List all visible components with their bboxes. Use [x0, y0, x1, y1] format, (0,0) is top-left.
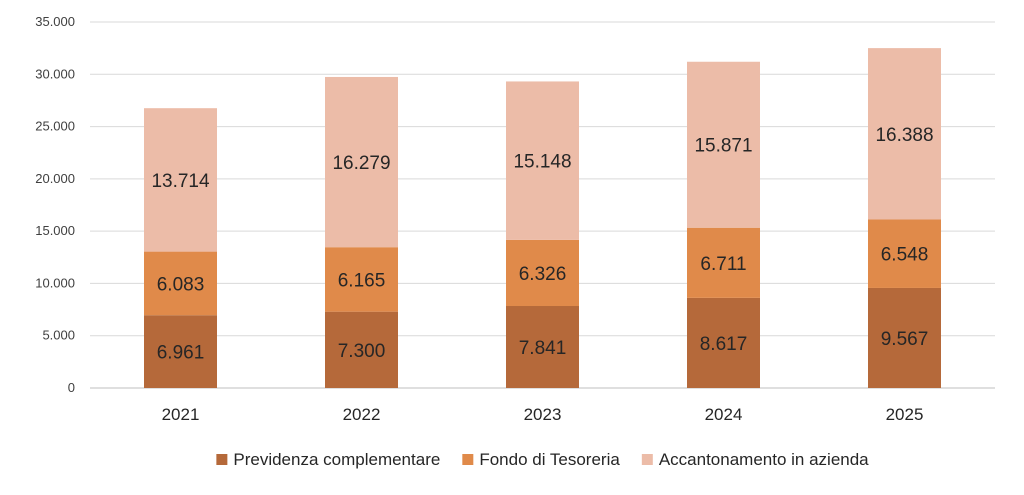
data-label: 16.388: [875, 125, 933, 146]
y-tick-label: 15.000: [35, 223, 75, 238]
y-tick-label: 20.000: [35, 171, 75, 186]
bar-segment: [506, 81, 579, 240]
data-label: 6.548: [881, 245, 929, 266]
x-axis-tick-labels: 2021 2022 2023 2024 2025: [162, 405, 924, 424]
data-label: 6.326: [519, 264, 567, 285]
legend-item: Previdenza complementare: [216, 450, 440, 469]
bar-segment: [506, 239, 579, 307]
bar-segment: [687, 297, 760, 388]
y-axis-tick-labels: 0 5.000 10.000 15.000 20.000 25.000 30.000 35.0…: [35, 14, 75, 395]
legend-swatch: [641, 454, 653, 465]
y-tick-label: 35.000: [35, 14, 75, 29]
bar-segment: [144, 108, 217, 252]
y-tick-label: 10.000: [35, 275, 75, 290]
legend-swatch: [216, 454, 228, 465]
legend-item: Accantonamento in azienda: [641, 450, 869, 469]
data-label: 8.617: [700, 334, 748, 355]
bar-segment: [325, 311, 398, 388]
data-label: 13.714: [151, 171, 210, 192]
data-label: 6.711: [700, 254, 746, 275]
x-tick-label: 2024: [705, 405, 743, 424]
bar-segment: [506, 306, 579, 388]
bar-segment: [325, 76, 398, 248]
x-tick-label: 2021: [162, 405, 200, 424]
data-label: 7.300: [338, 341, 386, 362]
legend-swatch: [462, 454, 474, 465]
legend-label: Previdenza complementare: [233, 450, 440, 469]
data-label: 15.871: [694, 136, 752, 157]
bar-segment: [144, 315, 217, 388]
bar-segment: [687, 227, 760, 298]
bar-segment: [687, 61, 760, 228]
data-labels: 6.961 6.083 13.714 7.300 6.165 16.279 7.841 6.3…: [151, 125, 933, 364]
data-label: 6.165: [338, 270, 386, 291]
y-tick-label: 25.000: [35, 119, 75, 134]
legend-label: Accantonamento in azienda: [659, 450, 869, 469]
y-tick-label: 5.000: [42, 328, 75, 343]
bars: [144, 48, 941, 388]
bar-segment: [868, 48, 941, 220]
data-label: 9.567: [881, 329, 929, 350]
bar-segment: [325, 247, 398, 312]
x-tick-label: 2023: [524, 405, 562, 424]
y-tick-label: 30.000: [35, 66, 75, 81]
data-label: 6.961: [157, 343, 205, 364]
bar-segment: [868, 219, 941, 288]
legend: Previdenza complementare Fondo di Tesorer…: [216, 450, 869, 469]
x-tick-label: 2025: [886, 405, 924, 424]
data-label: 15.148: [513, 152, 571, 173]
data-label: 7.841: [519, 338, 567, 359]
legend-label: Fondo di Tesoreria: [479, 450, 620, 469]
bar-segment: [868, 287, 941, 388]
x-tick-label: 2022: [343, 405, 381, 424]
y-tick-label: 0: [68, 380, 75, 395]
legend-item: Fondo di Tesoreria: [462, 450, 620, 469]
data-label: 6.083: [157, 274, 205, 295]
bar-segment: [144, 251, 217, 316]
data-label: 16.279: [332, 153, 390, 174]
